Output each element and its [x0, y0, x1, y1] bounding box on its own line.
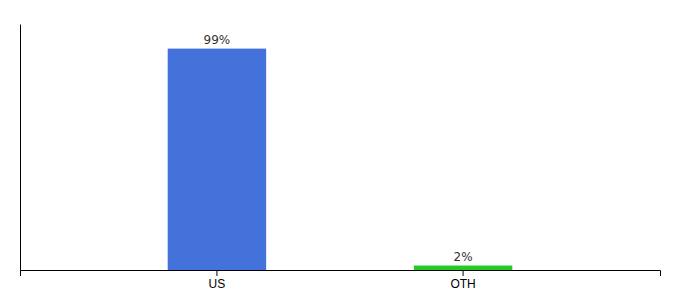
x-axis: US OTH	[21, 270, 661, 291]
data-label: 2%	[454, 250, 473, 264]
bar	[168, 49, 266, 270]
x-tick: US	[209, 270, 226, 291]
data-labels: 99% 2%	[204, 33, 473, 264]
x-tick-mark	[463, 270, 464, 276]
bars	[168, 49, 513, 270]
x-tick-mark	[216, 270, 217, 276]
x-tick-label: US	[209, 277, 226, 291]
x-axis-line	[21, 271, 661, 277]
y-axis	[20, 25, 21, 271]
x-tick: OTH	[450, 270, 475, 291]
chart-svg: 99% 2% US OTH	[0, 0, 680, 300]
chart-container: 99% 2% US OTH	[0, 0, 680, 300]
plot: 99% 2% US OTH	[21, 25, 661, 291]
x-tick-label: OTH	[450, 277, 475, 291]
data-label: 99%	[204, 33, 231, 47]
y-axis-line	[20, 25, 21, 271]
bar	[414, 266, 512, 270]
